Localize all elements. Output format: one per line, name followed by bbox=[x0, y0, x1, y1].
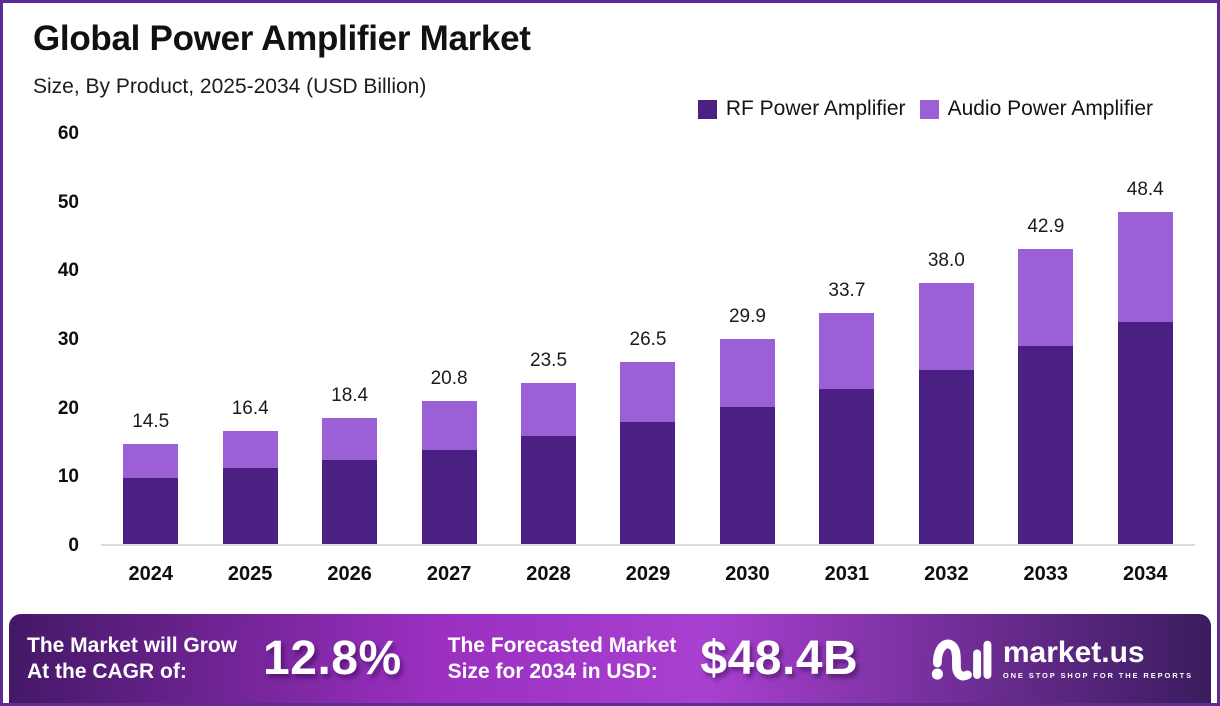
brand-logo: market.us ONE STOP SHOP FOR THE REPORTS bbox=[931, 633, 1193, 685]
x-axis-label-2033: 2033 bbox=[1023, 563, 1069, 585]
x-axis-label-2027: 2027 bbox=[426, 563, 472, 585]
cagr-label-line1: The Market will Grow bbox=[27, 633, 238, 657]
bar-segment-rf-2033 bbox=[1018, 345, 1074, 544]
brand-name: market.us bbox=[1002, 635, 1145, 669]
x-axis-labels: 2024 2025 2026 2027 2028 2029 2030 2031 2032 2033… bbox=[101, 563, 1195, 586]
brand-tagline: ONE STOP SHOP FOR THE REPORTS bbox=[1002, 670, 1193, 680]
bar-segment-rf-2034 bbox=[1117, 321, 1173, 544]
bar-segment-rf-2024 bbox=[123, 478, 179, 544]
x-axis-label-2031: 2031 bbox=[824, 563, 870, 585]
x-axis-label-2025: 2025 bbox=[227, 563, 273, 585]
bar-group-2031: 33.7 bbox=[797, 134, 896, 544]
x-axis-label-2026: 2026 bbox=[327, 563, 372, 585]
plot-area: 14.5 16.4 18.4 20.8 23.5 26.5 29.9 33.7 38.0 42.9… bbox=[101, 134, 1195, 546]
forecast-label: The Forecasted Market Size for 2034 in U… bbox=[448, 633, 677, 684]
bar-segment-audio-2033 bbox=[1018, 249, 1074, 346]
chart-legend: RF Power Amplifier Audio Power Amplifier bbox=[697, 97, 1153, 121]
bar-total-label-2033: 42.9 bbox=[1027, 216, 1065, 238]
bar-total-label-2024: 14.5 bbox=[132, 411, 170, 433]
bar-segment-rf-2026 bbox=[322, 459, 378, 544]
bar-segment-audio-2032 bbox=[918, 283, 974, 370]
bar-total-label-2028: 23.5 bbox=[530, 349, 568, 371]
page-subtitle: Size, By Product, 2025-2034 (USD Billion… bbox=[33, 75, 427, 98]
bar-total-label-2032: 38.0 bbox=[927, 250, 965, 272]
legend-label-rf: RF Power Amplifier bbox=[725, 97, 906, 120]
x-axis-label-2028: 2028 bbox=[526, 563, 571, 585]
bar-group-2030: 29.9 bbox=[698, 134, 797, 544]
forecast-label-line2: Size for 2034 in USD: bbox=[447, 659, 658, 683]
bar-group-2029: 26.5 bbox=[598, 134, 697, 544]
y-axis-label-30: 30 bbox=[57, 329, 79, 350]
bar-segment-audio-2028 bbox=[521, 382, 577, 437]
bar-segment-audio-2026 bbox=[322, 417, 378, 460]
bar-group-2024: 14.5 bbox=[101, 134, 200, 544]
bar-segment-rf-2027 bbox=[421, 449, 477, 544]
bar-total-label-2025: 16.4 bbox=[231, 398, 269, 420]
cagr-label-line2: At the CAGR of: bbox=[27, 659, 187, 683]
bar-segment-audio-2027 bbox=[421, 401, 477, 450]
bar-segment-audio-2029 bbox=[620, 362, 676, 423]
legend-swatch-rf-icon bbox=[697, 99, 717, 119]
y-axis-label-60: 60 bbox=[57, 123, 79, 144]
bar-total-label-2034: 48.4 bbox=[1126, 178, 1164, 200]
y-axis-label-0: 0 bbox=[68, 535, 79, 556]
cagr-label: The Market will Grow At the CAGR of: bbox=[27, 633, 237, 684]
bar-group-2028: 23.5 bbox=[499, 134, 598, 544]
x-axis-label-2034: 2034 bbox=[1123, 563, 1168, 585]
bar-segment-audio-2030 bbox=[719, 338, 775, 408]
bar-segment-audio-2031 bbox=[819, 312, 875, 389]
page-title: Global Power Amplifier Market bbox=[33, 19, 531, 58]
marketus-wave-icon bbox=[931, 633, 993, 685]
bar-group-2033: 42.9 bbox=[996, 134, 1095, 544]
legend-item-rf-power-amplifier: RF Power Amplifier bbox=[697, 97, 906, 121]
bar-group-2034: 48.4 bbox=[1096, 134, 1195, 544]
legend-label-audio: Audio Power Amplifier bbox=[947, 97, 1153, 120]
x-axis-label-2029: 2029 bbox=[625, 563, 671, 585]
bar-total-label-2030: 29.9 bbox=[728, 305, 766, 327]
y-axis-label-50: 50 bbox=[57, 191, 79, 213]
legend-item-audio-power-amplifier: Audio Power Amplifier bbox=[919, 97, 1153, 121]
cagr-value: 12.8% bbox=[263, 632, 402, 685]
bar-segment-rf-2029 bbox=[620, 422, 676, 544]
bar-segment-rf-2028 bbox=[521, 436, 577, 544]
bar-group-2027: 20.8 bbox=[399, 134, 498, 544]
bar-segment-audio-2024 bbox=[123, 444, 179, 479]
forecast-value: $48.4B bbox=[700, 632, 859, 685]
bar-segment-rf-2032 bbox=[918, 369, 974, 544]
x-axis-label-2024: 2024 bbox=[128, 563, 173, 585]
y-axis-label-20: 20 bbox=[57, 397, 79, 419]
bar-total-label-2031: 33.7 bbox=[828, 279, 866, 301]
forecast-label-line1: The Forecasted Market bbox=[447, 633, 677, 657]
bar-segment-rf-2030 bbox=[719, 407, 775, 544]
bar-group-2025: 16.4 bbox=[200, 134, 299, 544]
bar-total-label-2029: 26.5 bbox=[629, 329, 667, 351]
bar-group-2026: 18.4 bbox=[300, 134, 399, 544]
y-axis-label-10: 10 bbox=[57, 466, 79, 488]
bar-group-2032: 38.0 bbox=[897, 134, 996, 544]
footer-banner: The Market will Grow At the CAGR of: 12.… bbox=[9, 614, 1211, 703]
bar-total-label-2027: 20.8 bbox=[430, 368, 468, 390]
y-axis-label-40: 40 bbox=[57, 260, 79, 282]
x-axis-label-2032: 2032 bbox=[924, 563, 969, 585]
bar-segment-rf-2031 bbox=[819, 388, 875, 544]
legend-swatch-audio-icon bbox=[919, 99, 939, 119]
bar-segment-audio-2025 bbox=[222, 431, 278, 469]
bar-total-label-2026: 18.4 bbox=[331, 384, 369, 406]
x-axis-label-2030: 2030 bbox=[725, 563, 770, 585]
brand-text: market.us ONE STOP SHOP FOR THE REPORTS bbox=[1002, 635, 1193, 680]
bar-segment-audio-2034 bbox=[1117, 211, 1173, 322]
bar-segment-rf-2025 bbox=[222, 468, 278, 544]
